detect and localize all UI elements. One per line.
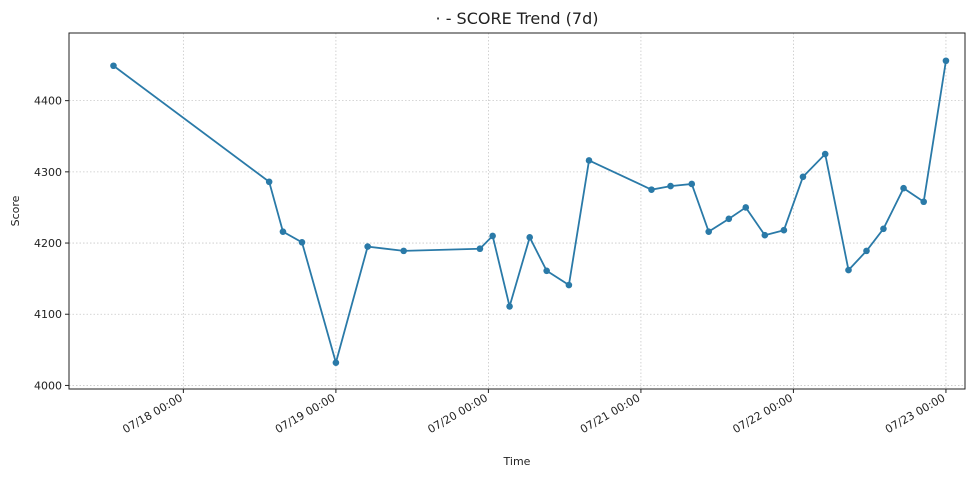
data-point [799, 173, 807, 181]
x-axis-label: Time [503, 455, 531, 468]
data-point [900, 184, 907, 192]
data-point [476, 245, 484, 253]
data-point [543, 267, 550, 275]
y-tick-label: 4400 [34, 95, 62, 108]
x-tick-label: 07/21 00:00 [578, 391, 642, 436]
data-point [585, 157, 593, 164]
grid-layer [69, 33, 965, 389]
data-point [761, 231, 769, 239]
data-point [742, 204, 750, 211]
data-point [845, 266, 852, 274]
data-point [298, 239, 306, 246]
x-tick-label: 07/23 00:00 [883, 391, 947, 436]
y-tick-label: 4100 [34, 308, 62, 321]
data-point [821, 150, 829, 158]
data-point [667, 182, 674, 190]
plot-frame [68, 32, 966, 390]
data-point [780, 226, 788, 234]
data-point [688, 180, 696, 188]
tick-layer: 07/18 00:00 07/19 00:00 07/20 00:00 07/21 0… [34, 95, 947, 436]
data-point [364, 243, 371, 250]
data-point [880, 225, 887, 233]
score-series-line [112, 60, 947, 367]
x-tick-label: 07/20 00:00 [425, 391, 489, 436]
chart-title: · - SCORE Trend (7d) [436, 9, 599, 28]
data-point [110, 62, 117, 70]
data-point [725, 215, 733, 223]
data-point [705, 228, 712, 235]
data-point [648, 186, 655, 193]
x-tick-label: 07/19 00:00 [273, 391, 337, 436]
data-point [942, 57, 950, 65]
data-point [265, 178, 273, 186]
data-point [332, 359, 340, 366]
x-tick-label: 07/18 00:00 [120, 391, 184, 436]
data-point [279, 228, 287, 235]
y-tick-label: 4200 [34, 237, 62, 250]
y-axis-label: Score [9, 195, 22, 226]
data-point [565, 281, 573, 289]
y-tick-label: 4300 [34, 166, 62, 179]
data-point [489, 232, 496, 240]
x-tick-label: 07/22 00:00 [730, 391, 794, 436]
data-point [920, 198, 927, 206]
data-point [526, 234, 534, 241]
data-point [863, 247, 870, 255]
data-point [400, 247, 407, 255]
series-layer [110, 57, 950, 367]
y-tick-label: 4000 [34, 379, 62, 392]
data-point [506, 303, 513, 310]
